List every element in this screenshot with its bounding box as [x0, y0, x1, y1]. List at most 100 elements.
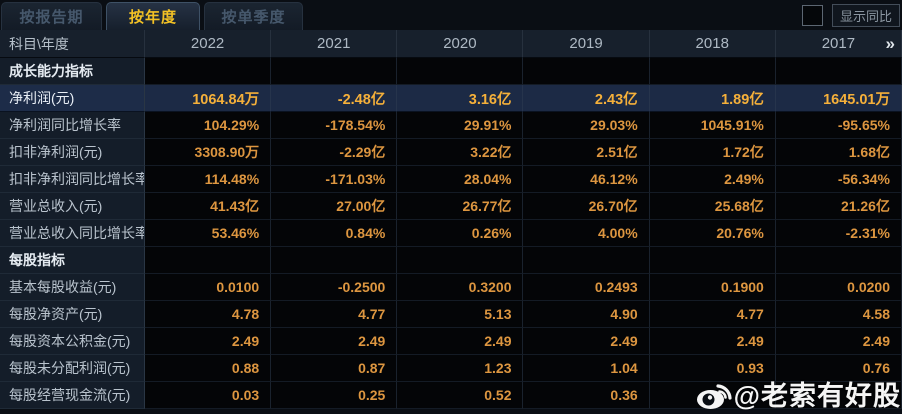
tab-by-single-quarter[interactable]: 按单季度	[204, 2, 303, 30]
value-cell: 1045.91%	[649, 112, 776, 139]
value-cell	[775, 247, 902, 274]
row-label: 基本每股收益(元)	[0, 274, 145, 301]
table-row[interactable]: 每股经营现金流(元) 0.03 0.25 0.52 0.36	[0, 382, 902, 409]
financial-table: 科目\年度 2022 2021 2020 2019 2018 2017 » 成长能力指标 净利…	[0, 30, 902, 409]
value-cell: 2.49%	[649, 166, 776, 193]
year-label: 2019	[569, 35, 603, 52]
table-row[interactable]: 每股资本公积金(元) 2.49 2.49 2.49 2.49 2.49 2.49	[0, 328, 902, 355]
table-row[interactable]: 基本每股收益(元) 0.0100 -0.2500 0.3200 0.2493 0.1900…	[0, 274, 902, 301]
show-yoy-button[interactable]: 显示同比	[831, 4, 900, 27]
row-label: 每股指标	[0, 247, 145, 274]
value-cell: 2.49	[397, 328, 524, 355]
section-row: 成长能力指标	[0, 58, 902, 85]
corner-header-label: 科目\年度	[0, 30, 145, 58]
table-row[interactable]: 净利润同比增长率 104.29% -178.54% 29.91% 29.03% 1045.…	[0, 112, 902, 139]
value-cell	[775, 58, 902, 85]
value-cell: 25.68亿	[649, 193, 776, 220]
tab-by-year[interactable]: 按年度	[106, 2, 200, 30]
table-row[interactable]: 净利润(元) 1064.84万 -2.48亿 3.16亿 2.43亿 1.89亿 1645.…	[0, 85, 902, 112]
value-cell: 2.49	[523, 328, 650, 355]
value-cell	[145, 58, 272, 85]
value-cell	[775, 382, 902, 409]
value-cell	[145, 247, 272, 274]
value-cell: 29.91%	[397, 112, 524, 139]
row-label: 扣非净利润同比增长率	[0, 166, 145, 193]
value-cell: 4.58	[775, 301, 902, 328]
section-row: 每股指标	[0, 247, 902, 274]
value-cell: -0.2500	[271, 274, 398, 301]
year-header-2019: 2019	[523, 30, 650, 58]
table-header-row: 科目\年度 2022 2021 2020 2019 2018 2017 »	[0, 30, 902, 58]
value-cell: 3.22亿	[397, 139, 524, 166]
value-cell	[649, 247, 776, 274]
value-cell: -56.34%	[775, 166, 902, 193]
value-cell: 0.0200	[775, 274, 902, 301]
table-row[interactable]: 营业总收入同比增长率 53.46% 0.84% 0.26% 4.00% 20.76% -2.…	[0, 220, 902, 247]
value-cell: 0.87	[271, 355, 398, 382]
value-cell: 0.1900	[649, 274, 776, 301]
value-cell: 1064.84万	[145, 85, 272, 112]
value-cell: 1.72亿	[649, 139, 776, 166]
value-cell	[271, 58, 398, 85]
value-cell	[271, 247, 398, 274]
value-cell	[397, 58, 524, 85]
period-tabbar: 按报告期 按年度 按单季度 显示同比	[0, 0, 902, 30]
value-cell: 0.25	[271, 382, 398, 409]
value-cell: 0.52	[397, 382, 524, 409]
value-cell: 4.90	[523, 301, 650, 328]
value-cell: -2.29亿	[271, 139, 398, 166]
year-label: 2022	[190, 35, 225, 52]
year-label: 2018	[695, 35, 729, 52]
value-cell	[523, 247, 650, 274]
value-cell: 27.00亿	[271, 193, 398, 220]
row-label: 营业总收入(元)	[0, 193, 145, 220]
value-cell: 4.77	[271, 301, 398, 328]
row-label: 每股净资产(元)	[0, 301, 145, 328]
value-cell: 2.51亿	[523, 139, 650, 166]
value-cell: 0.0100	[145, 274, 272, 301]
value-cell: -2.31%	[775, 220, 902, 247]
value-cell: 53.46%	[145, 220, 272, 247]
row-label: 每股经营现金流(元)	[0, 382, 145, 409]
table-row[interactable]: 扣非净利润同比增长率 114.48% -171.03% 28.04% 46.12% 2.4…	[0, 166, 902, 193]
value-cell: 114.48%	[145, 166, 272, 193]
year-header-2017: 2017 »	[775, 30, 902, 58]
row-label: 成长能力指标	[0, 58, 145, 85]
row-label: 净利润(元)	[0, 85, 145, 112]
value-cell: 2.49	[775, 328, 902, 355]
value-cell: 0.36	[523, 382, 650, 409]
show-yoy-checkbox[interactable]	[801, 5, 823, 26]
year-header-2020: 2020	[397, 30, 524, 58]
value-cell	[523, 58, 650, 85]
table-row[interactable]: 扣非净利润(元) 3308.90万 -2.29亿 3.22亿 2.51亿 1.72亿 1.6…	[0, 139, 902, 166]
value-cell: 5.13	[397, 301, 524, 328]
table-body: 成长能力指标 净利润(元) 1064.84万 -2.48亿 3.16亿 2.43亿 1.89…	[0, 58, 902, 409]
table-row[interactable]: 每股净资产(元) 4.78 4.77 5.13 4.90 4.77 4.58	[0, 301, 902, 328]
value-cell: 2.49	[271, 328, 398, 355]
value-cell: 2.49	[649, 328, 776, 355]
value-cell: 0.3200	[397, 274, 524, 301]
row-label: 营业总收入同比增长率	[0, 220, 145, 247]
value-cell: 28.04%	[397, 166, 524, 193]
value-cell: 26.70亿	[523, 193, 650, 220]
value-cell: 1.68亿	[775, 139, 902, 166]
row-label: 扣非净利润(元)	[0, 139, 145, 166]
value-cell: 2.49	[145, 328, 272, 355]
value-cell	[397, 247, 524, 274]
value-cell: 2.43亿	[523, 85, 650, 112]
year-header-2022: 2022	[145, 30, 272, 58]
value-cell: 0.84%	[271, 220, 398, 247]
table-row[interactable]: 每股未分配利润(元) 0.88 0.87 1.23 1.04 0.93 0.76	[0, 355, 902, 382]
year-label: 2017	[821, 35, 856, 52]
compare-controls: 显示同比	[801, 4, 900, 27]
year-header-2018: 2018	[649, 30, 776, 58]
value-cell: 46.12%	[523, 166, 650, 193]
value-cell	[649, 382, 776, 409]
table-row[interactable]: 营业总收入(元) 41.43亿 27.00亿 26.77亿 26.70亿 25.68亿 21…	[0, 193, 902, 220]
value-cell: 4.78	[145, 301, 272, 328]
chevron-double-right-icon[interactable]: »	[885, 33, 895, 53]
tab-by-report-period[interactable]: 按报告期	[1, 2, 102, 30]
value-cell: 0.76	[775, 355, 902, 382]
value-cell	[649, 58, 776, 85]
